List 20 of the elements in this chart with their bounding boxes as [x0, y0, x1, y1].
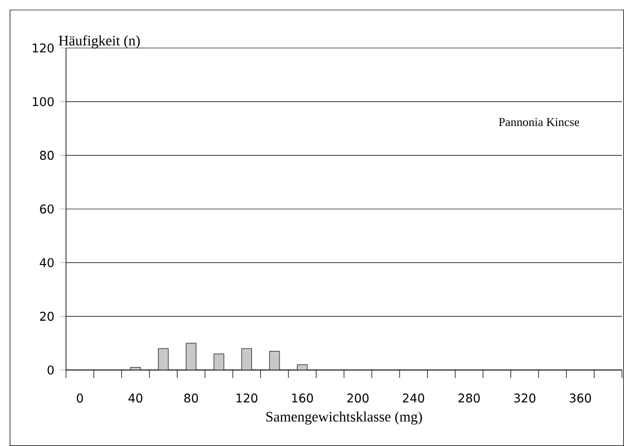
y-tick-label: 80 [40, 150, 54, 160]
x-axis-title: Samengewichtsklasse (mg) [266, 411, 422, 425]
y-tick-label: 60 [40, 204, 54, 214]
annotation: Pannonia Kincse [498, 118, 580, 126]
x-tick-label: 120 [236, 394, 258, 403]
y-tick-label: 20 [40, 312, 54, 321]
x-tick-label: 240 [402, 394, 424, 403]
x-tick-label: 160 [292, 394, 313, 403]
x-tick-label: 80 [184, 394, 198, 403]
x-tick-label: 40 [128, 394, 142, 403]
y-tick-label: 100 [32, 97, 54, 106]
y-tick-label: 40 [40, 258, 54, 268]
x-tick-label: 320 [514, 394, 536, 403]
x-tick-label: 200 [347, 394, 369, 403]
x-tick-label: 0 [76, 394, 83, 403]
x-tick-label: 280 [458, 394, 480, 403]
y-axis-title: Häufigkeit (n) [58, 35, 140, 48]
x-tick-label: 360 [570, 394, 591, 403]
y-tick-label: 0 [48, 365, 54, 375]
y-tick-label: 120 [32, 43, 54, 53]
